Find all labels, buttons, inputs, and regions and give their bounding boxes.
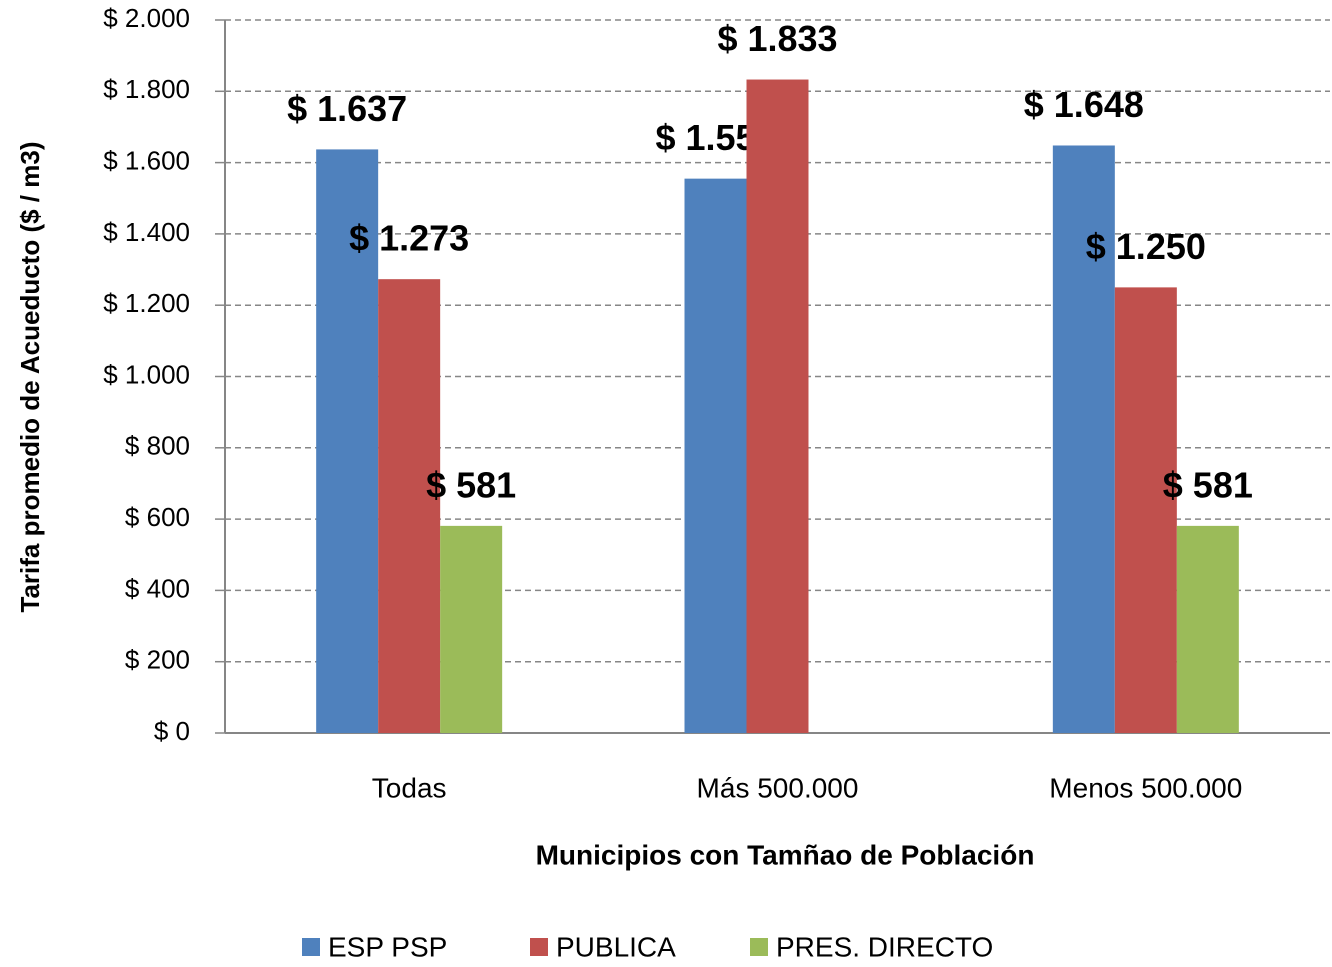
bar <box>316 149 379 734</box>
y-tick-label: $ 400 <box>125 573 190 603</box>
legend-label: ESP PSP <box>328 931 447 962</box>
bar <box>1176 525 1239 733</box>
bar <box>746 79 809 733</box>
x-tick-label: Todas <box>372 772 447 803</box>
data-label: $ 1.637 <box>287 88 407 129</box>
y-tick-label: $ 600 <box>125 502 190 532</box>
y-axis-title: Tarifa promedio de Acueducto ($ / m3) <box>15 142 45 613</box>
y-tick-label: $ 800 <box>125 431 190 461</box>
legend-swatch <box>530 938 548 956</box>
legend-swatch <box>750 938 768 956</box>
x-tick-label: Más 500.000 <box>697 772 859 803</box>
data-label: $ 1.648 <box>1024 84 1144 125</box>
data-label: $ 581 <box>426 464 516 505</box>
y-tick-label: $ 1.200 <box>103 288 190 318</box>
y-tick-label: $ 2.000 <box>103 3 190 33</box>
data-label: $ 1.250 <box>1086 226 1206 267</box>
x-tick-label: Menos 500.000 <box>1049 772 1242 803</box>
y-tick-label: $ 200 <box>125 645 190 675</box>
x-axis-title: Municipios con Tamñao de Población <box>536 839 1035 870</box>
legend-label: PUBLICA <box>556 931 676 962</box>
data-label: $ 1.833 <box>717 18 837 59</box>
bar <box>378 279 441 733</box>
data-label: $ 1.273 <box>349 218 469 259</box>
y-tick-label: $ 1.600 <box>103 145 190 175</box>
y-tick-label: $ 1.800 <box>103 74 190 104</box>
legend-swatch <box>302 938 320 956</box>
legend-label: PRES. DIRECTO <box>776 931 993 962</box>
bar <box>1052 145 1115 733</box>
data-label: $ 581 <box>1163 464 1253 505</box>
y-tick-label: $ 1.400 <box>103 217 190 247</box>
bar <box>1114 287 1177 733</box>
bar <box>440 525 503 733</box>
y-tick-label: $ 1.000 <box>103 359 190 389</box>
y-tick-label: $ 0 <box>154 716 190 746</box>
bar <box>684 178 747 733</box>
